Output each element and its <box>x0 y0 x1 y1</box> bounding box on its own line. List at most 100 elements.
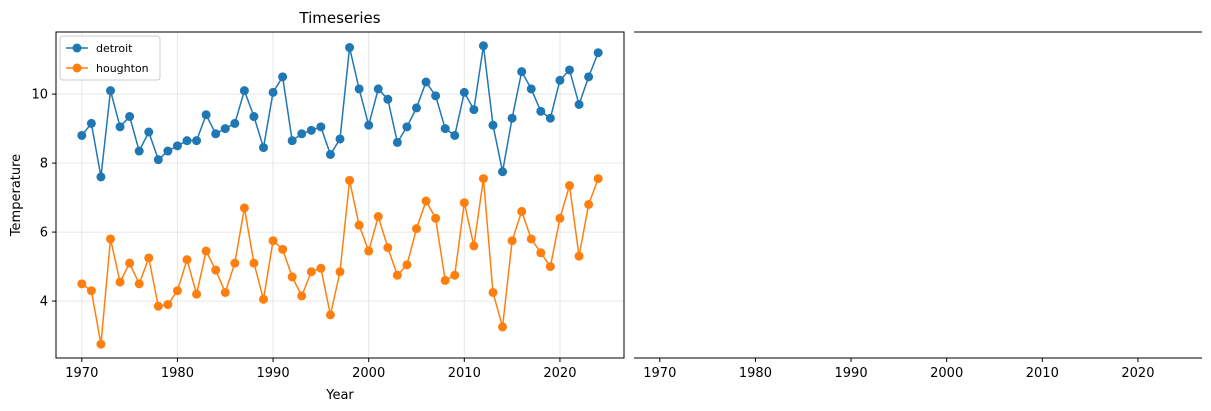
grid <box>56 32 624 358</box>
x-tick-label: 2010 <box>1026 366 1059 381</box>
data-point-houghton <box>345 175 355 185</box>
data-point-detroit <box>488 120 498 130</box>
x-axis-ticks: 1970 1980 1990 2000 2010 2020 <box>65 358 576 381</box>
data-point-detroit <box>383 94 393 104</box>
data-point-detroit <box>364 120 374 130</box>
data-point-houghton <box>555 213 565 223</box>
data-point-detroit <box>392 137 402 147</box>
data-point-detroit <box>163 146 173 156</box>
x-tick-label: 1980 <box>161 366 194 381</box>
data-point-houghton <box>115 277 125 287</box>
data-point-detroit <box>201 110 211 120</box>
data-point-houghton <box>297 291 307 301</box>
data-point-detroit <box>421 77 431 87</box>
data-point-houghton <box>383 243 393 253</box>
data-point-detroit <box>259 143 269 153</box>
data-point-houghton <box>144 253 154 263</box>
data-point-houghton <box>440 275 450 285</box>
series-group <box>77 41 603 349</box>
data-point-houghton <box>239 203 249 213</box>
x-tick-label: 1980 <box>739 366 772 381</box>
data-point-detroit <box>402 122 412 132</box>
y-axis-label: Temperature <box>9 154 24 237</box>
data-point-detroit <box>239 86 249 96</box>
legend-item-houghton: houghton <box>66 62 149 75</box>
y-tick-label: 6 <box>40 226 48 241</box>
data-point-houghton <box>488 287 498 297</box>
x-axis-ticks: 1970 1980 1990 2000 2010 2020 <box>643 358 1154 381</box>
data-point-detroit <box>440 124 450 134</box>
data-point-detroit <box>230 118 240 128</box>
data-point-detroit <box>220 124 230 134</box>
data-point-houghton <box>526 234 536 244</box>
data-point-houghton <box>287 272 297 282</box>
data-point-detroit <box>411 103 421 113</box>
data-point-houghton <box>431 213 441 223</box>
data-point-houghton <box>469 241 479 251</box>
data-point-detroit <box>115 122 125 132</box>
data-point-houghton <box>201 246 211 256</box>
data-point-houghton <box>192 289 202 299</box>
data-point-detroit <box>134 146 144 156</box>
empty-panel: 1970 1980 1990 2000 2010 2020 <box>634 31 1202 381</box>
x-tick-label: 1970 <box>643 366 676 381</box>
legend: detroit houghton <box>59 35 161 81</box>
x-tick-label: 2010 <box>448 366 481 381</box>
data-point-houghton <box>211 265 221 275</box>
data-point-houghton <box>86 286 96 296</box>
data-point-houghton <box>153 301 163 311</box>
data-point-houghton <box>306 267 316 277</box>
data-point-detroit <box>106 86 116 96</box>
data-point-detroit <box>125 112 135 122</box>
data-point-houghton <box>172 286 182 296</box>
data-point-houghton <box>325 310 335 320</box>
data-point-detroit <box>278 72 288 82</box>
timeseries-panel: 1970 1980 1990 2000 2010 2020 4 6 8 10 Timeserie… <box>9 9 625 403</box>
data-point-houghton <box>364 246 374 256</box>
plot-frame <box>55 31 625 359</box>
data-point-houghton <box>459 198 469 208</box>
data-point-detroit <box>172 141 182 151</box>
x-tick-label: 2020 <box>543 366 576 381</box>
data-point-houghton <box>564 181 574 191</box>
legend-marker <box>72 63 82 73</box>
data-point-houghton <box>450 270 460 280</box>
data-point-detroit <box>211 129 221 139</box>
series-line-houghton <box>81 177 599 345</box>
data-point-houghton <box>335 267 345 277</box>
data-point-houghton <box>411 224 421 234</box>
data-point-detroit <box>354 84 364 94</box>
data-point-houghton <box>593 174 603 184</box>
data-point-houghton <box>163 300 173 310</box>
legend-item-detroit: detroit <box>66 42 133 55</box>
data-point-houghton <box>278 244 288 254</box>
legend-label: detroit <box>96 42 133 55</box>
data-point-detroit <box>182 136 192 146</box>
data-point-detroit <box>545 113 555 123</box>
data-point-detroit <box>268 87 278 97</box>
legend-label: houghton <box>96 62 149 75</box>
x-tick-label: 2000 <box>930 366 963 381</box>
data-point-detroit <box>306 125 316 135</box>
x-tick-label: 2000 <box>352 366 385 381</box>
x-tick-label: 2020 <box>1121 366 1154 381</box>
data-point-houghton <box>545 262 555 272</box>
data-point-detroit <box>249 112 259 122</box>
data-point-houghton <box>134 279 144 289</box>
data-point-houghton <box>584 199 594 209</box>
data-point-detroit <box>574 99 584 109</box>
data-point-houghton <box>373 212 383 222</box>
data-point-detroit <box>450 130 460 140</box>
series-detroit <box>77 41 603 182</box>
data-point-houghton <box>536 248 546 258</box>
x-tick-label: 1990 <box>835 366 868 381</box>
data-point-detroit <box>192 136 202 146</box>
data-point-houghton <box>421 196 431 206</box>
data-point-detroit <box>469 105 479 115</box>
data-point-houghton <box>478 174 488 184</box>
data-point-detroit <box>77 130 87 140</box>
x-tick-label: 1970 <box>65 366 98 381</box>
chart-title: Timeseries <box>298 9 380 27</box>
y-tick-label: 10 <box>31 88 48 103</box>
